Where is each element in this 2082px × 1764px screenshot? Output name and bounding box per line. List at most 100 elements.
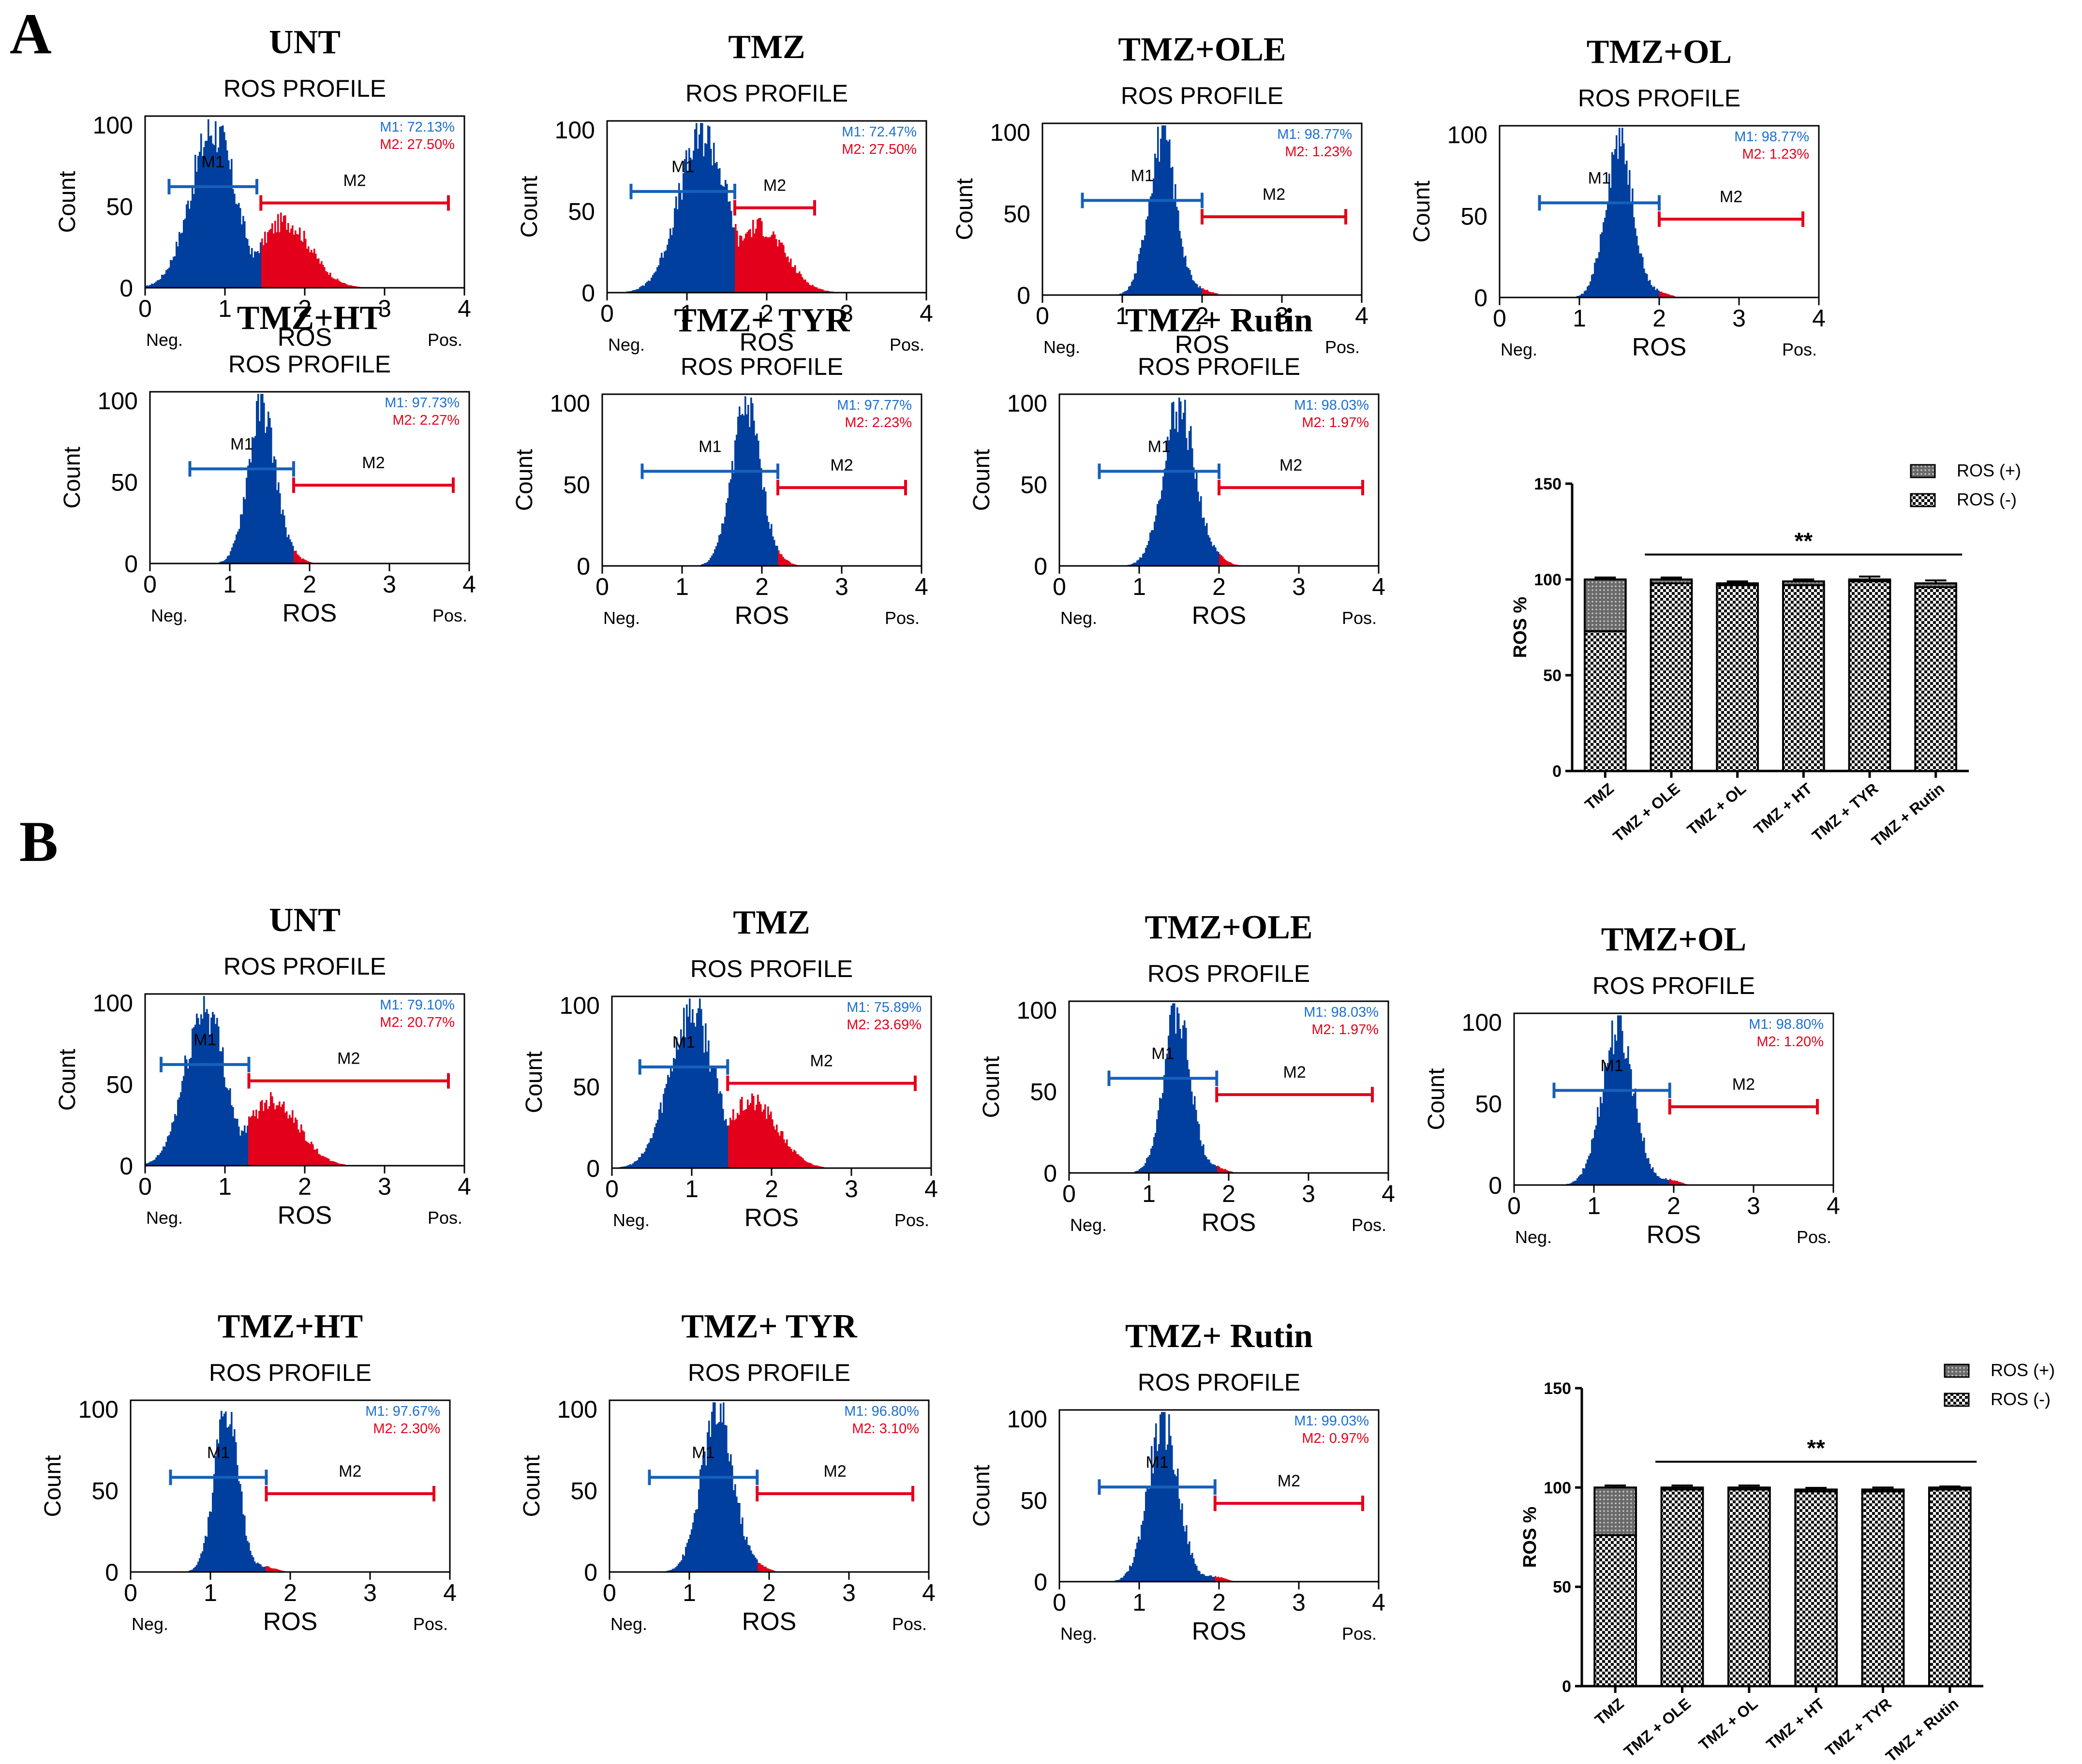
- histogram-bin: [244, 499, 246, 563]
- histogram-bin: [215, 1456, 217, 1572]
- histogram-bin: [809, 284, 811, 293]
- gate-label-m1: M1: [671, 158, 694, 176]
- x-tick-label: 2: [1222, 1180, 1235, 1207]
- histogram-bin: [247, 239, 249, 288]
- histogram-bin: [1232, 563, 1234, 566]
- histogram-bin: [719, 1091, 721, 1168]
- histogram-bin: [183, 1076, 185, 1166]
- histogram-bin: [1204, 289, 1205, 295]
- x-tick-label: 4: [1812, 305, 1826, 332]
- histogram-bin: [1197, 1570, 1199, 1582]
- neg-label: Neg.: [610, 1614, 647, 1634]
- histogram-bin: [274, 1109, 276, 1166]
- histogram-bin: [722, 186, 724, 293]
- histogram-bin: [158, 1155, 160, 1166]
- histogram-bin: [645, 1148, 647, 1168]
- histogram-bin: [738, 1114, 740, 1168]
- histogram-bin: [746, 414, 748, 566]
- pos-label: Pos.: [890, 335, 924, 355]
- histogram-bin: [200, 1014, 202, 1166]
- histogram-bin: [788, 561, 790, 566]
- histogram-bin: [1163, 1075, 1165, 1173]
- histogram-bin: [681, 1560, 683, 1572]
- histogram-bin: [1182, 246, 1184, 295]
- histogram-bin: [295, 230, 297, 288]
- histogram-bin: [768, 522, 770, 566]
- histogram-bin: [784, 252, 786, 293]
- neg-label: Neg.: [151, 606, 188, 625]
- histogram-bin: [1196, 284, 1198, 295]
- histogram-bin: [1581, 1174, 1583, 1185]
- histogram-bin: [213, 145, 215, 288]
- histogram-bin: [1186, 1525, 1188, 1582]
- histogram-bin: [181, 232, 183, 288]
- neg-label: Neg.: [603, 608, 640, 628]
- histogram-bin: [1219, 1167, 1220, 1173]
- legend-swatch-ros-neg: [1910, 493, 1936, 507]
- histogram-bin: [250, 462, 252, 563]
- histogram-bin: [773, 231, 774, 293]
- histogram-bin: [1218, 1576, 1219, 1582]
- histogram-bin: [279, 493, 281, 563]
- histogram-bin: [662, 257, 664, 293]
- histogram-bin: [809, 1163, 811, 1168]
- histogram-bin: [322, 265, 324, 288]
- histogram-bin: [788, 1146, 789, 1168]
- histogram-bin: [1175, 412, 1177, 566]
- histogram-bin: [1139, 1540, 1141, 1582]
- histogram-bin: [638, 289, 639, 293]
- histogram-bin: [294, 550, 296, 563]
- x-tick-label: 0: [603, 1579, 616, 1606]
- histogram-bin: [730, 479, 732, 566]
- histogram-bin: [671, 235, 673, 293]
- histogram-bin: [1144, 1511, 1145, 1582]
- x-tick-label: 3: [378, 1173, 391, 1200]
- histogram-bin: [1142, 1521, 1144, 1582]
- histogram-bin: [1666, 1180, 1668, 1185]
- y-tick-label: 50: [570, 1477, 597, 1504]
- histogram-bin: [279, 1570, 281, 1572]
- histogram-bin: [1576, 1178, 1578, 1185]
- legend-label-ros-neg: ROS (-): [1957, 489, 2017, 509]
- gate-label-m2: M2: [1278, 1472, 1300, 1490]
- histogram-bin: [274, 1569, 276, 1572]
- histogram-bin: [748, 230, 750, 293]
- gate-label-m1: M1: [1151, 1044, 1174, 1063]
- histogram-bin: [1163, 125, 1165, 295]
- histogram-bin: [680, 1029, 682, 1168]
- histogram-bin: [643, 285, 645, 293]
- gate-label-m1: M1: [692, 1443, 714, 1462]
- histogram-bin: [154, 282, 156, 288]
- histogram-bin: [250, 1117, 252, 1166]
- histogram-bin: [1138, 1536, 1140, 1582]
- histogram-bin: [782, 557, 784, 566]
- histogram-bin: [206, 1537, 208, 1572]
- histogram-bin: [295, 550, 297, 563]
- histogram-bin: [1594, 1129, 1596, 1185]
- histogram-bin: [1584, 1168, 1586, 1185]
- histogram-bin: [750, 1550, 752, 1572]
- histogram-bin: [306, 249, 308, 288]
- histogram-bin: [1204, 1155, 1206, 1173]
- histogram-bin: [750, 397, 752, 566]
- histogram-bin: [1619, 128, 1621, 297]
- stat-m1: M1: 79.10%: [380, 997, 455, 1013]
- histogram-bin: [1636, 236, 1638, 297]
- x-tick-label: 4: [915, 573, 928, 600]
- histogram-bin: [697, 148, 699, 293]
- histogram-bin: [283, 215, 285, 288]
- histogram-bin: [786, 1139, 788, 1168]
- histogram-bin: [1157, 127, 1159, 295]
- histogram-bin: [1179, 1028, 1181, 1173]
- y-tick-label: 100: [555, 117, 595, 144]
- histogram-bin: [1190, 275, 1192, 295]
- histogram-bin: [1662, 293, 1664, 297]
- histogram-bin: [696, 1013, 698, 1168]
- histogram-bin: [1608, 1050, 1610, 1185]
- histogram-bin: [1140, 248, 1142, 295]
- histogram-bin: [248, 1116, 250, 1166]
- histogram-subtitle: ROS PROFILE: [1578, 85, 1740, 112]
- histogram-bin: [1121, 293, 1123, 295]
- histogram-bin: [270, 1092, 272, 1166]
- histogram-bin: [315, 1149, 317, 1166]
